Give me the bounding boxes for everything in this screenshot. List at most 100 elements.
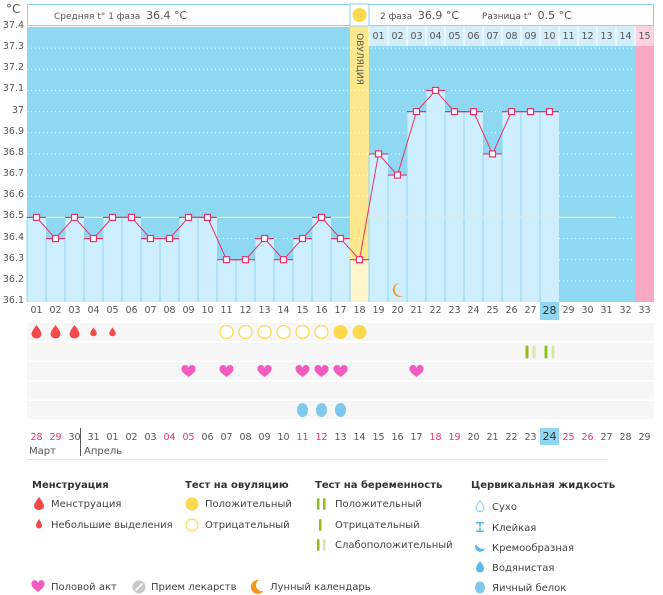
- legend-lunar-calendar: Лунный календарь: [270, 582, 371, 593]
- x-tick-label: 20: [391, 305, 404, 316]
- temperature-bar: [27, 217, 46, 302]
- expected-period-column: [635, 26, 654, 302]
- month-label-april: Апрель: [84, 446, 123, 457]
- temperature-point: [203, 213, 212, 221]
- heart-icon: [31, 580, 45, 592]
- temperature-bar: [236, 259, 255, 302]
- ovulation-negative-icon: [276, 324, 291, 340]
- calendar-date: 02: [125, 432, 138, 443]
- calendar-date: 28: [30, 432, 43, 443]
- temperature-bar: [179, 217, 198, 302]
- ovulation-negative-icon: [295, 324, 310, 340]
- calendar-date: 03: [144, 432, 157, 443]
- temperature-bar: [293, 238, 312, 302]
- x-tick-label: 26: [505, 305, 518, 316]
- ovulation-positive-icon: [333, 325, 348, 339]
- temperature-bar: [46, 238, 65, 302]
- pregnancy-test-bar: [544, 345, 548, 359]
- temperature-point: [336, 234, 345, 243]
- x-tick-label: 23: [448, 305, 461, 316]
- temperature-chart: [26, 3, 654, 320]
- legend-cervical-fluid-title: Цервикальная жидкость: [471, 480, 616, 491]
- temperature-point: [507, 108, 516, 116]
- temperature-bar: [540, 111, 559, 302]
- calendar-date: 24: [540, 428, 559, 445]
- phase2-day-label: 12: [581, 31, 594, 42]
- egg-white-icon: [316, 403, 327, 417]
- legend-ovulation-test-title: Тест на овуляцию: [185, 480, 289, 491]
- x-tick-label: 09: [182, 305, 195, 316]
- calendar-date: 01: [106, 432, 119, 443]
- phase2-day-label: 13: [600, 31, 613, 42]
- calendar-date: 18: [429, 432, 442, 443]
- calendar-date: 22: [505, 432, 518, 443]
- month-label-march: Март: [29, 446, 56, 457]
- calendar-date: 30: [68, 432, 81, 443]
- temperature-bar: [426, 90, 445, 302]
- moon-icon: [392, 283, 404, 297]
- ovulation-label: ОВУЛЯЦИЯ: [351, 30, 368, 90]
- egg-white-icon: [297, 403, 308, 417]
- calendar-date: 28: [619, 432, 632, 443]
- calendar-date: 29: [49, 432, 62, 443]
- x-tick-label: 19: [372, 305, 385, 316]
- phase2-day-label: 14: [619, 31, 632, 42]
- x-tick-label: 01: [30, 305, 43, 316]
- x-tick-label: 17: [334, 305, 347, 316]
- heart-icon: [295, 364, 310, 377]
- x-tick-label: 27: [524, 305, 537, 316]
- legend-egg-white: Яичный белок: [492, 583, 567, 594]
- legend-spotting-item: Небольшие выделения: [51, 520, 173, 531]
- light-drop-icon: [109, 327, 116, 337]
- x-tick-label: 03: [68, 305, 81, 316]
- ovulation-positive-icon: [185, 497, 199, 511]
- y-tick-label: 37.2: [2, 62, 24, 74]
- temperature-point: [51, 234, 60, 243]
- event-row-background: [27, 342, 654, 361]
- calendar-date: 14: [353, 432, 366, 443]
- temperature-point: [545, 108, 554, 116]
- light-drop-icon: [90, 327, 97, 337]
- x-tick-label: 11: [220, 305, 233, 316]
- temperature-point: [431, 86, 440, 95]
- temperature-bar: [369, 153, 388, 302]
- calendar-date: 06: [201, 432, 214, 443]
- temperature-bar: [217, 259, 236, 302]
- phase2-day-label: 03: [410, 31, 423, 42]
- x-tick-label: 02: [49, 305, 62, 316]
- legend-ovulation-positive: Положительный: [205, 499, 292, 510]
- y-tick-label: 36.5: [2, 210, 24, 222]
- pregnancy-negative-icon: [319, 519, 322, 531]
- x-tick-label: 13: [258, 305, 271, 316]
- temperature-point: [469, 108, 478, 116]
- y-tick-label: 36.1: [2, 295, 24, 306]
- calendar-date: 16: [391, 432, 404, 443]
- temperature-bar: [483, 153, 502, 302]
- temperature-point: [317, 213, 326, 221]
- event-row-background: [27, 381, 654, 400]
- x-tick-label: 21: [410, 305, 423, 316]
- pregnancy-positive-icon: [317, 498, 326, 510]
- phase2-day-label: 11: [562, 31, 575, 42]
- calendar-date: 13: [334, 432, 347, 443]
- legend-menstruation-item: Менструация: [51, 499, 122, 510]
- heavy-drop-icon: [69, 325, 80, 339]
- legend-ovulation-negative: Отрицательный: [205, 520, 290, 531]
- y-tick-label: 36.7: [2, 168, 24, 180]
- ovulation-negative-icon: [219, 324, 234, 340]
- x-tick-label: 32: [619, 305, 632, 316]
- temperature-point: [127, 213, 136, 221]
- temperature-bar: [521, 111, 540, 302]
- ovulation-column: [350, 4, 369, 302]
- y-tick-label: 37.1: [2, 83, 24, 95]
- y-tick-label: 37.4: [2, 20, 24, 31]
- temperature-bar: [388, 175, 407, 302]
- legend-pregnancy-negative: Отрицательный: [335, 520, 420, 531]
- temperature-point: [32, 213, 41, 221]
- temperature-bar: [198, 217, 217, 302]
- x-tick-label: 24: [467, 305, 480, 316]
- temperature-point: [393, 171, 402, 179]
- y-tick-label: 36.3: [2, 252, 24, 264]
- heart-icon: [409, 364, 424, 377]
- calendar-date: 31: [87, 432, 100, 443]
